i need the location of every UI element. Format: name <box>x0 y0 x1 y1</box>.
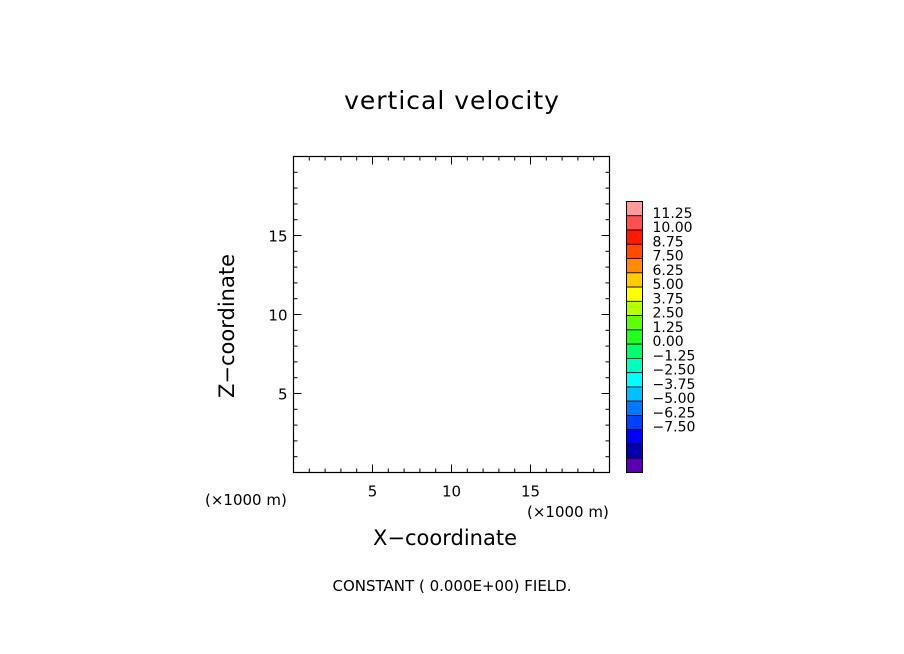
x-tick-label: 10 <box>442 483 461 501</box>
colorbar-label: 3.75 <box>653 291 684 307</box>
colorbar-swatch <box>626 229 643 245</box>
colorbar-swatch <box>626 286 643 302</box>
colorbar-label: −1.25 <box>653 348 696 364</box>
colorbar-swatch <box>626 243 643 259</box>
y-tick-label: 5 <box>278 386 288 404</box>
colorbar-swatch <box>626 429 643 445</box>
colorbar-label: −2.50 <box>653 363 696 379</box>
x-axis-unit: (×1000 m) <box>527 503 609 521</box>
colorbar-swatch <box>626 400 643 416</box>
chart-title: vertical velocity <box>344 86 560 115</box>
colorbar-swatch <box>626 272 643 288</box>
y-axis-unit: (×1000 m) <box>205 491 287 509</box>
colorbar-frame <box>626 201 643 473</box>
colorbar-label: 11.25 <box>653 206 693 222</box>
colorbar-label: −7.50 <box>653 420 696 436</box>
colorbar-swatch <box>626 457 643 473</box>
plot-frame <box>292 155 611 474</box>
colorbar-label: 5.00 <box>653 277 684 293</box>
colorbar-swatch <box>626 329 643 345</box>
colorbar-swatch <box>626 343 643 359</box>
colorbar-swatch <box>626 315 643 331</box>
colorbar-swatch <box>626 201 643 217</box>
colorbar-label: 1.25 <box>653 320 684 336</box>
field-fill <box>293 156 610 473</box>
colorbar-label: 10.00 <box>653 220 693 236</box>
colorbar-swatch <box>626 415 643 431</box>
y-tick-label: 15 <box>268 228 287 246</box>
colorbar-label: −5.00 <box>653 391 696 407</box>
colorbar-swatch <box>626 372 643 388</box>
x-axis-label: X−coordinate <box>373 526 517 550</box>
y-tick-label: 10 <box>268 307 287 325</box>
colorbar-label: −6.25 <box>653 405 696 421</box>
colorbar-label: 6.25 <box>653 263 684 279</box>
axes: 5 10 15 5 10 15 <box>268 155 611 501</box>
x-tick-label: 5 <box>368 483 378 501</box>
colorbar-label: 7.50 <box>653 249 684 265</box>
colorbar-swatch <box>626 215 643 231</box>
colorbar-label: −3.75 <box>653 377 696 393</box>
colorbar-label: 0.00 <box>653 334 684 350</box>
colorbar-label: 8.75 <box>653 234 684 250</box>
colorbar: 11.2510.008.757.506.255.003.752.501.250.… <box>626 201 696 473</box>
colorbar-swatch <box>626 300 643 317</box>
x-tick-label: 15 <box>521 483 540 501</box>
colorbar-label: 2.50 <box>653 306 684 322</box>
colorbar-swatch <box>626 386 643 402</box>
field-annotation: CONSTANT ( 0.000E+00) FIELD. <box>332 577 572 595</box>
colorbar-swatch <box>626 443 643 459</box>
colorbar-swatch <box>626 357 643 374</box>
colorbar-swatch <box>626 258 643 274</box>
y-axis-label: Z−coordinate <box>215 254 239 398</box>
